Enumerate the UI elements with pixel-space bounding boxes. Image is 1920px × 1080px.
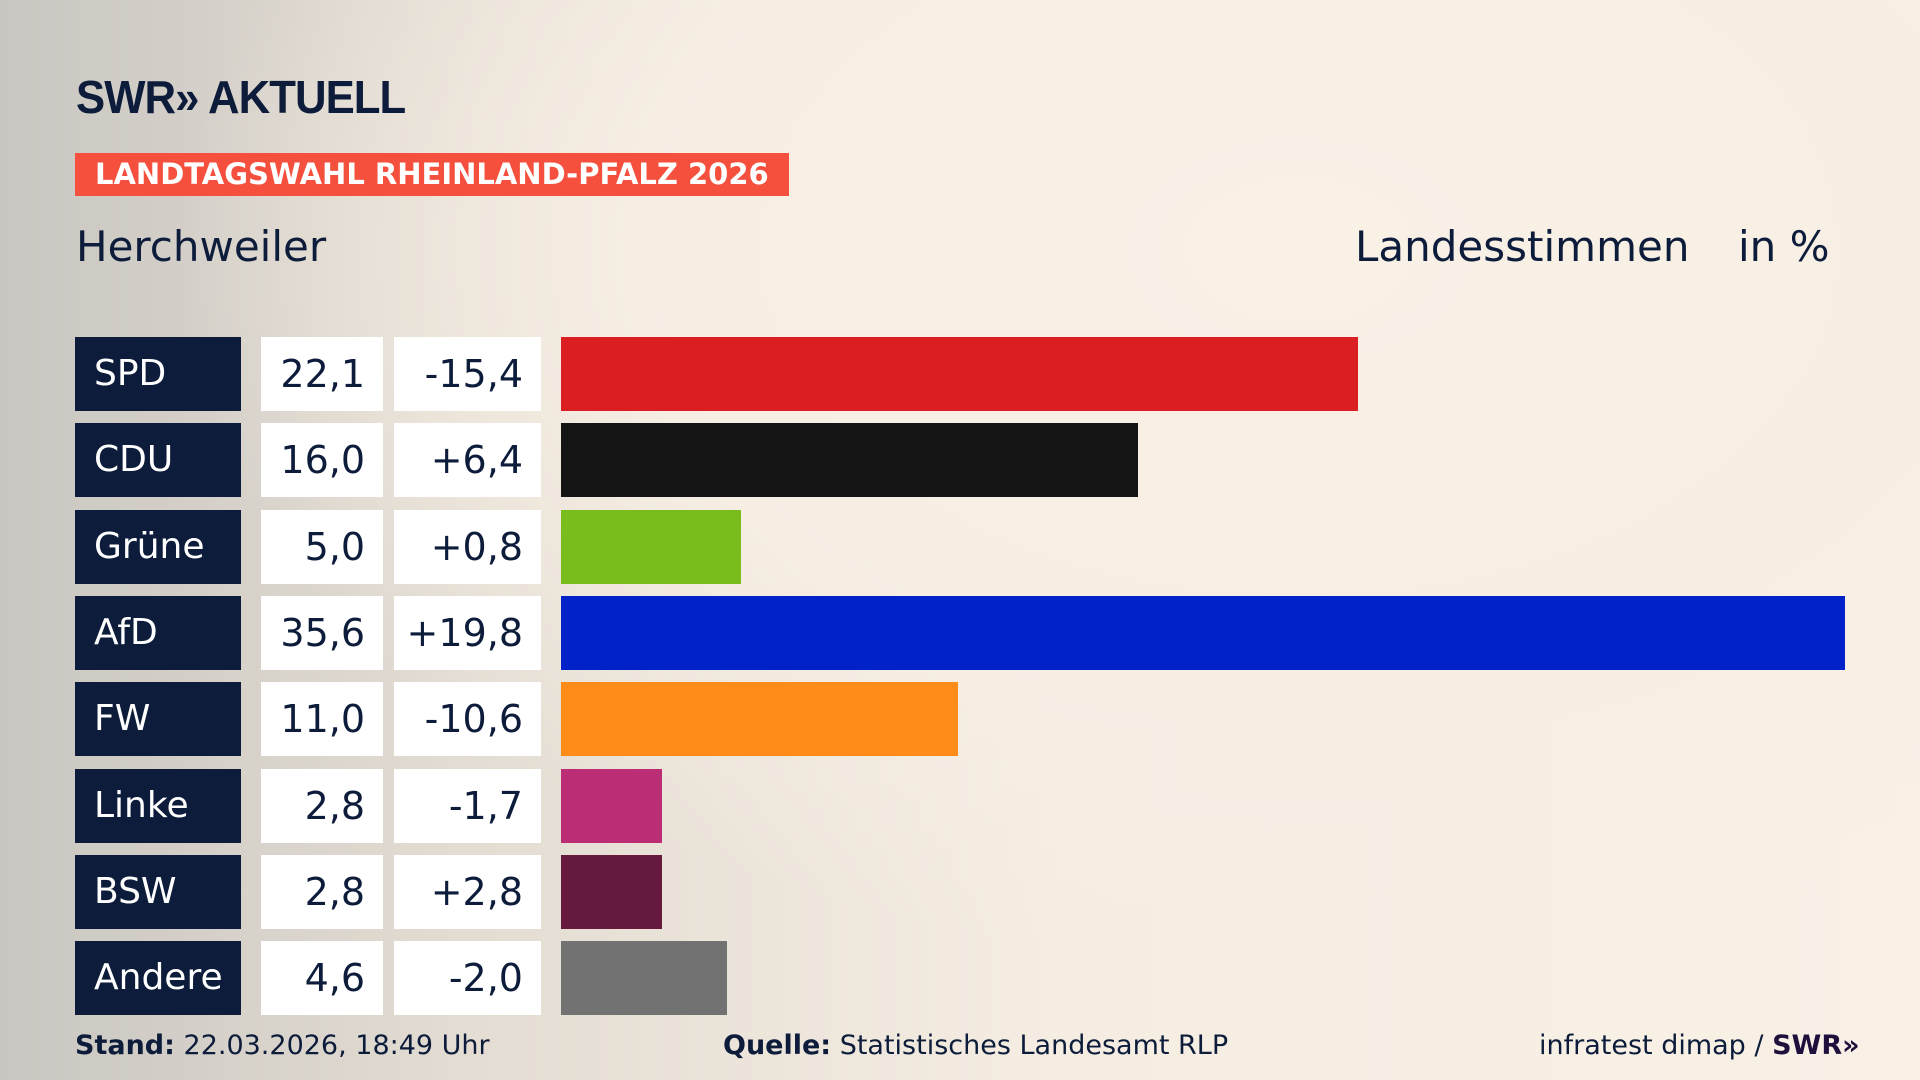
change-label: -15,4	[394, 337, 541, 411]
bar-cdu	[561, 423, 1139, 498]
source-label: Quelle:	[723, 1030, 832, 1061]
bar-fw	[561, 682, 958, 757]
stand-label: Stand:	[75, 1030, 175, 1061]
timestamp: Stand: 22.03.2026, 18:49 Uhr	[75, 1030, 490, 1061]
swr-logo: SWR»	[1772, 1030, 1860, 1061]
bar-spd	[561, 337, 1359, 411]
party-label: FW	[75, 682, 241, 757]
party-label: Grüne	[75, 509, 241, 584]
party-label: AfD	[75, 595, 241, 670]
value-label: 2,8	[261, 854, 383, 929]
bar-andere	[561, 941, 727, 1016]
swr-aktuell-logo: SWR» AKTUELL	[76, 71, 406, 123]
source: Quelle: Statistisches Landesamt RLP	[723, 1030, 1228, 1061]
party-label: CDU	[75, 423, 241, 498]
party-label: SPD	[75, 337, 241, 411]
place-title: Herchweiler	[76, 222, 327, 271]
stand-value: 22.03.2026, 18:49 Uhr	[183, 1030, 490, 1061]
measure-label: Landesstimmen	[1355, 222, 1690, 271]
change-label: +6,4	[394, 423, 541, 498]
value-label: 35,6	[261, 595, 383, 670]
party-label: Linke	[75, 768, 241, 843]
bar-linke	[561, 768, 662, 843]
change-label: +2,8	[394, 854, 541, 929]
change-label: +19,8	[394, 595, 541, 670]
credit: infratest dimap / SWR»	[1539, 1030, 1860, 1061]
value-label: 22,1	[261, 337, 383, 411]
value-label: 11,0	[261, 682, 383, 757]
change-label: +0,8	[394, 509, 541, 584]
change-label: -2,0	[394, 941, 541, 1016]
value-label: 16,0	[261, 423, 383, 498]
bar-bsw	[561, 854, 662, 929]
value-label: 4,6	[261, 941, 383, 1016]
election-banner: LANDTAGSWAHL RHEINLAND-PFALZ 2026	[75, 153, 789, 196]
unit-label: in %	[1738, 222, 1830, 271]
change-label: -10,6	[394, 682, 541, 757]
credit-text: infratest dimap /	[1539, 1030, 1764, 1061]
bar-grüne	[561, 509, 742, 584]
value-label: 5,0	[261, 509, 383, 584]
value-label: 2,8	[261, 768, 383, 843]
source-value: Statistisches Landesamt RLP	[839, 1030, 1229, 1061]
bar-afd	[561, 595, 1845, 670]
party-label: BSW	[75, 854, 241, 929]
change-label: -1,7	[394, 768, 541, 843]
party-label: Andere	[75, 941, 241, 1016]
